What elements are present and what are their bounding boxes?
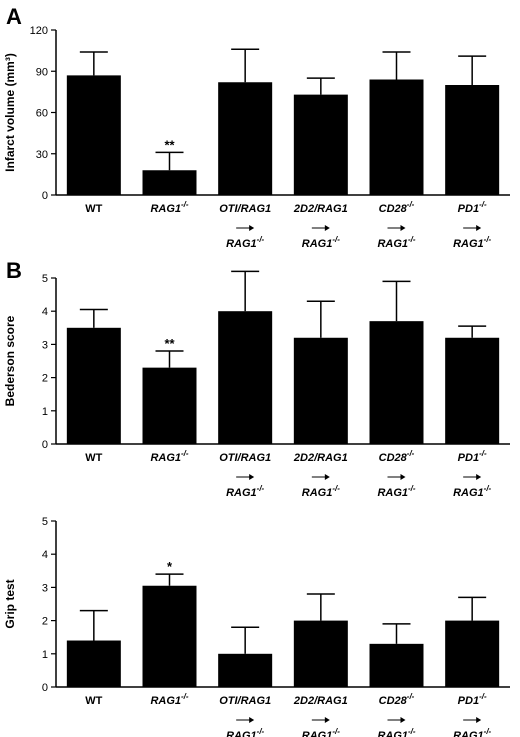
bar: [142, 367, 197, 444]
category-label: CD28-/-: [379, 692, 415, 707]
chart-panel-2: B Bederson score 0 1 2 3 4 5 WT ** RAG1-/- OTI/RAG1…: [3, 258, 510, 499]
arrow-head-icon: [400, 225, 406, 231]
category-label: CD28-/-: [379, 449, 415, 464]
bar: [369, 321, 424, 444]
category-label: PD1-/-: [458, 200, 487, 215]
chart-panel-3: Grip test 0 1 2 3 4 5 WT * RAG1-/- OTI/RAG1 RAG1-/-…: [3, 516, 510, 737]
category-label: 2D2/RAG1: [293, 695, 348, 707]
arrow-head-icon: [249, 225, 255, 231]
category-target-label: RAG1-/-: [453, 484, 491, 499]
category-target-label: RAG1-/-: [377, 235, 415, 250]
category-label: 2D2/RAG1: [293, 203, 348, 215]
bar: [142, 585, 197, 687]
bar: [369, 643, 424, 687]
bar: [445, 337, 500, 444]
category-label: CD28-/-: [379, 200, 415, 215]
category-label: WT: [85, 452, 102, 464]
bar: [66, 640, 121, 687]
y-tick-label: 30: [36, 149, 48, 161]
category-label: 2D2/RAG1: [293, 452, 348, 464]
category-target-label: RAG1-/-: [377, 484, 415, 499]
category-label: WT: [85, 203, 102, 215]
category-target-label: RAG1-/-: [302, 235, 340, 250]
category-label: OTI/RAG1: [219, 695, 271, 707]
significance-marker: *: [167, 559, 173, 574]
arrow-head-icon: [324, 717, 330, 723]
significance-marker: **: [164, 336, 175, 351]
category-label: PD1-/-: [458, 449, 487, 464]
arrow-head-icon: [324, 474, 330, 480]
category-target-label: RAG1-/-: [377, 727, 415, 737]
y-tick-label: 5: [42, 516, 48, 528]
category-target-label: RAG1-/-: [453, 235, 491, 250]
y-tick-label: 0: [42, 682, 48, 694]
arrow-head-icon: [400, 474, 406, 480]
category-target-label: RAG1-/-: [302, 484, 340, 499]
panel-letter: B: [6, 258, 22, 283]
bar: [218, 311, 273, 444]
arrow-head-icon: [249, 474, 255, 480]
category-target-label: RAG1-/-: [302, 727, 340, 737]
category-label: RAG1-/-: [150, 449, 188, 464]
y-tick-label: 60: [36, 108, 48, 120]
chart-panel-1: A Infarct volume (mm³) 0 30 60 90 120 WT ** RAG1-…: [3, 4, 510, 250]
bar: [66, 327, 121, 444]
category-label: RAG1-/-: [150, 200, 188, 215]
y-tick-label: 0: [42, 190, 48, 202]
arrow-head-icon: [324, 225, 330, 231]
arrow-head-icon: [249, 717, 255, 723]
y-tick-label: 2: [42, 616, 48, 628]
bar: [218, 82, 273, 195]
y-axis-label: Bederson score: [3, 315, 17, 406]
y-axis-label: Grip test: [3, 579, 17, 628]
y-tick-label: 0: [42, 439, 48, 451]
bar: [293, 94, 348, 195]
panel-letter: A: [6, 4, 22, 29]
category-target-label: RAG1-/-: [226, 235, 264, 250]
bar: [218, 653, 273, 687]
y-tick-label: 2: [42, 373, 48, 385]
bar: [293, 337, 348, 444]
bar: [369, 79, 424, 195]
category-target-label: RAG1-/-: [226, 484, 264, 499]
y-tick-label: 4: [42, 306, 48, 318]
arrow-head-icon: [476, 225, 482, 231]
category-label: WT: [85, 695, 102, 707]
category-label: PD1-/-: [458, 692, 487, 707]
category-label: RAG1-/-: [150, 692, 188, 707]
category-label: OTI/RAG1: [219, 452, 271, 464]
significance-marker: **: [164, 137, 175, 152]
y-tick-label: 5: [42, 273, 48, 285]
bar: [142, 170, 197, 195]
bar: [445, 620, 500, 687]
bar: [445, 85, 500, 195]
y-tick-label: 90: [36, 66, 48, 78]
y-tick-label: 3: [42, 582, 48, 594]
y-tick-label: 1: [42, 406, 48, 418]
arrow-head-icon: [476, 717, 482, 723]
category-label: OTI/RAG1: [219, 203, 271, 215]
y-tick-label: 3: [42, 339, 48, 351]
y-tick-label: 1: [42, 649, 48, 661]
arrow-head-icon: [400, 717, 406, 723]
arrow-head-icon: [476, 474, 482, 480]
bar: [293, 620, 348, 687]
y-tick-label: 120: [30, 25, 48, 37]
y-tick-label: 4: [42, 549, 48, 561]
bar: [66, 75, 121, 195]
y-axis-label: Infarct volume (mm³): [3, 53, 17, 172]
category-target-label: RAG1-/-: [453, 727, 491, 737]
category-target-label: RAG1-/-: [226, 727, 264, 737]
